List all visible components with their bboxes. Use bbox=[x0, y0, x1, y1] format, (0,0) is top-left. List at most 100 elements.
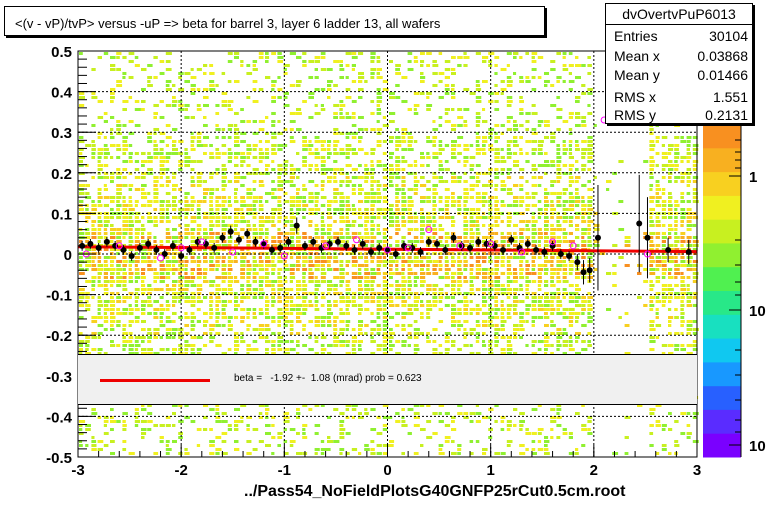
density-cell bbox=[271, 244, 278, 247]
density-cell bbox=[79, 296, 85, 299]
density-cell bbox=[513, 312, 518, 315]
density-cell bbox=[624, 452, 629, 455]
density-cell bbox=[277, 288, 283, 291]
density-cell bbox=[246, 344, 251, 347]
density-cell bbox=[587, 180, 591, 183]
density-cell bbox=[296, 432, 300, 435]
density-cell bbox=[370, 56, 376, 59]
density-cell bbox=[519, 232, 524, 235]
density-cell bbox=[178, 240, 183, 243]
density-cell bbox=[407, 68, 414, 71]
density-cell bbox=[364, 260, 369, 263]
density-cell bbox=[97, 116, 104, 119]
density-cell bbox=[271, 252, 277, 255]
density-cell bbox=[110, 340, 114, 343]
density-cell bbox=[401, 272, 405, 275]
density-cell bbox=[562, 120, 569, 123]
density-cell bbox=[519, 300, 525, 303]
density-cell bbox=[265, 312, 269, 315]
density-cell bbox=[506, 116, 513, 119]
density-cell bbox=[525, 76, 530, 79]
density-cell bbox=[407, 196, 413, 199]
density-cell bbox=[265, 56, 270, 59]
density-cell bbox=[370, 452, 376, 455]
density-cell bbox=[289, 128, 294, 131]
density-cell bbox=[252, 80, 258, 83]
density-cell bbox=[302, 144, 309, 147]
density-cell bbox=[345, 156, 350, 159]
density-cell bbox=[432, 240, 437, 243]
density-cell bbox=[308, 168, 312, 171]
density-cell bbox=[413, 284, 418, 287]
density-cell bbox=[488, 256, 492, 259]
density-cell bbox=[444, 296, 451, 299]
density-cell bbox=[531, 252, 536, 255]
density-cell bbox=[531, 216, 535, 219]
density-cell bbox=[506, 304, 513, 307]
density-cell bbox=[407, 284, 412, 287]
density-cell bbox=[494, 200, 499, 203]
density-cell bbox=[91, 332, 97, 335]
density-cell bbox=[227, 272, 232, 275]
density-cell bbox=[401, 140, 407, 143]
density-cell bbox=[438, 352, 443, 355]
density-cell bbox=[314, 304, 318, 307]
density-cell bbox=[426, 256, 431, 259]
density-cell bbox=[277, 320, 281, 323]
density-cell bbox=[556, 288, 561, 291]
density-cell bbox=[103, 328, 108, 331]
density-cell bbox=[519, 316, 524, 319]
density-cell bbox=[531, 212, 535, 215]
density-cell bbox=[382, 312, 389, 315]
density-cell bbox=[568, 268, 574, 271]
density-cell bbox=[147, 248, 153, 251]
density-cell bbox=[444, 304, 450, 307]
density-cell bbox=[686, 212, 693, 215]
density-cell bbox=[475, 272, 481, 275]
density-cell bbox=[296, 228, 300, 231]
density-cell bbox=[178, 344, 183, 347]
density-cell bbox=[674, 216, 678, 219]
density-cell bbox=[258, 160, 263, 163]
density-cell bbox=[525, 80, 531, 83]
density-cell bbox=[234, 424, 239, 427]
density-cell bbox=[680, 316, 685, 319]
density-cell bbox=[153, 424, 158, 427]
density-cell bbox=[110, 172, 115, 175]
density-cell bbox=[141, 276, 146, 279]
density-cell bbox=[196, 284, 203, 287]
density-cell bbox=[537, 340, 544, 343]
density-cell bbox=[482, 340, 486, 343]
density-cell bbox=[196, 348, 202, 351]
density-cell bbox=[165, 292, 170, 295]
density-cell bbox=[494, 196, 498, 199]
density-cell bbox=[475, 264, 482, 267]
density-cell bbox=[97, 160, 101, 163]
density-cell bbox=[320, 224, 326, 227]
density-cell bbox=[320, 184, 325, 187]
density-cell bbox=[568, 344, 573, 347]
density-cell bbox=[506, 188, 513, 191]
density-cell bbox=[339, 232, 343, 235]
density-cell bbox=[661, 444, 667, 447]
density-cell bbox=[463, 260, 468, 263]
density-cell bbox=[568, 88, 573, 91]
density-cell bbox=[265, 76, 271, 79]
density-cell bbox=[692, 176, 699, 179]
density-cell bbox=[122, 212, 128, 215]
density-cell bbox=[240, 196, 245, 199]
density-cell bbox=[345, 312, 350, 315]
density-cell bbox=[320, 324, 326, 327]
density-cell bbox=[147, 168, 153, 171]
density-cell bbox=[103, 136, 107, 139]
density-cell bbox=[122, 268, 126, 271]
density-cell bbox=[308, 192, 314, 195]
density-cell bbox=[289, 444, 294, 447]
density-cell bbox=[327, 416, 331, 419]
density-cell bbox=[587, 332, 592, 335]
density-cell bbox=[550, 300, 554, 303]
density-cell bbox=[575, 320, 579, 323]
density-cell bbox=[457, 268, 462, 271]
density-cell bbox=[649, 240, 654, 243]
density-cell bbox=[277, 340, 284, 343]
